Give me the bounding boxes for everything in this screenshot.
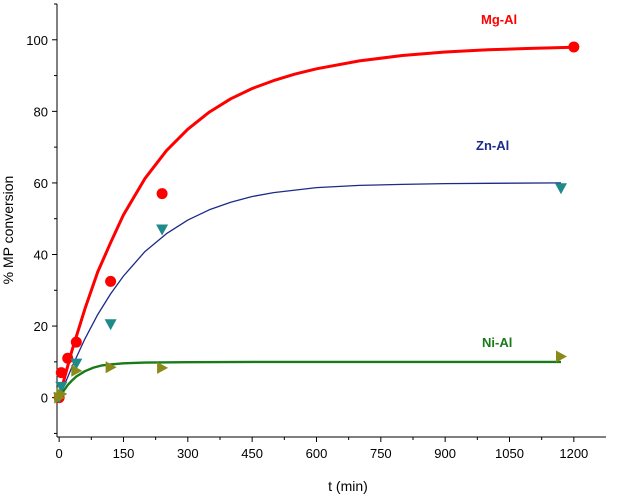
series-label-mg-al: Mg-Al	[481, 12, 517, 27]
data-point-mg-al	[70, 336, 82, 348]
data-point-zn-al	[55, 381, 68, 393]
data-point-mg-al	[105, 275, 117, 287]
series-label-zn-al: Zn-Al	[476, 138, 509, 153]
x-tick-label: 150	[113, 446, 135, 461]
y-tick-label: 100	[26, 33, 48, 48]
data-point-zn-al	[156, 224, 169, 236]
x-tick-label: 1200	[559, 446, 588, 461]
y-tick-label: 80	[34, 104, 48, 119]
data-point-mg-al	[62, 352, 74, 364]
y-tick-label: 40	[34, 247, 48, 262]
data-point-zn-al	[104, 319, 117, 331]
data-point-ni-al	[56, 388, 68, 401]
data-point-zn-al	[554, 183, 567, 195]
data-point-zn-al	[70, 358, 83, 370]
y-tick-label: 60	[34, 176, 48, 191]
x-tick-label: 750	[370, 446, 392, 461]
data-point-ni-al	[71, 364, 83, 377]
y-tick-label: 20	[34, 319, 48, 334]
fit-curve-ni-al	[58, 360, 561, 399]
x-tick-label: 1050	[495, 446, 524, 461]
x-tick-label: 900	[434, 446, 456, 461]
x-tick-label: 600	[306, 446, 328, 461]
data-point-mg-al	[568, 41, 580, 53]
data-point-ni-al	[555, 350, 567, 363]
fit-curve-zn-al	[58, 182, 562, 398]
data-point-mg-al	[156, 188, 168, 200]
data-point-ni-al	[105, 361, 117, 374]
x-axis-title: t (min)	[328, 478, 368, 494]
series-label-ni-al: Ni-Al	[482, 335, 512, 350]
x-tick-label: 300	[177, 446, 199, 461]
data-point-mg-al	[55, 367, 67, 379]
data-markers	[53, 41, 580, 404]
x-tick-label: 450	[241, 446, 263, 461]
axes: 0 150 300 450 600 750 900 1050 1200 0 20 40 60 80 100	[26, 3, 606, 461]
y-axis-title: % MP conversion	[0, 176, 16, 285]
fit-curves	[57, 45, 574, 399]
x-tick-label: 0	[56, 446, 63, 461]
data-point-ni-al	[157, 361, 169, 374]
y-tick-label: 0	[41, 391, 48, 406]
fit-curve-mg-al	[57, 45, 574, 398]
